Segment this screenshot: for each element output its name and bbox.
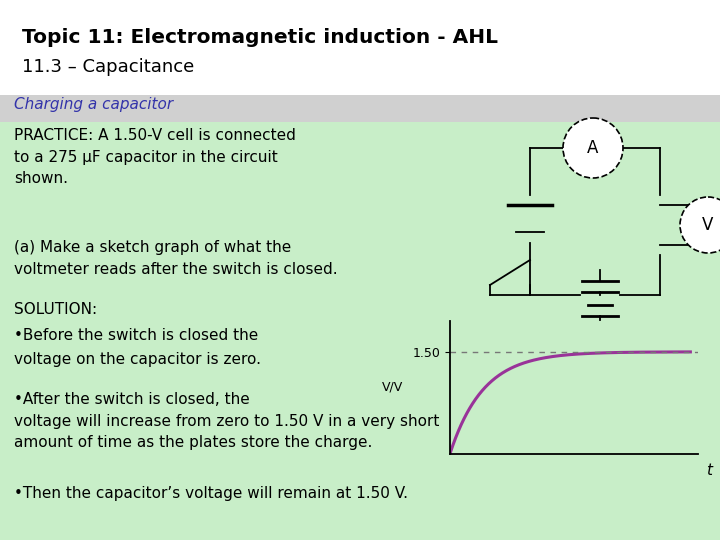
Text: voltage on the capacitor is zero.: voltage on the capacitor is zero.	[14, 352, 261, 367]
Text: $t$: $t$	[706, 462, 715, 478]
Text: (a) Make a sketch graph of what the
voltmeter reads after the switch is closed.: (a) Make a sketch graph of what the volt…	[14, 240, 338, 276]
Text: •Before the switch is closed the: •Before the switch is closed the	[14, 328, 258, 343]
Bar	[0, 95, 720, 540]
Text: Topic 11: Electromagnetic induction - AHL: Topic 11: Electromagnetic induction - AH…	[22, 28, 498, 47]
Text: •Then the capacitor’s voltage will remain at 1.50 V.: •Then the capacitor’s voltage will remai…	[14, 486, 408, 501]
Text: PRACTICE: A 1.50-V cell is connected
to a 275 μF capacitor in the circuit
shown.: PRACTICE: A 1.50-V cell is connected to …	[14, 128, 296, 186]
Text: SOLUTION:: SOLUTION:	[14, 302, 97, 317]
Circle shape	[563, 118, 623, 178]
Text: A: A	[588, 139, 599, 157]
Circle shape	[680, 197, 720, 253]
Text: Charging a capacitor: Charging a capacitor	[14, 97, 173, 112]
Text: •After the switch is closed, the
voltage will increase from zero to 1.50 V in a : •After the switch is closed, the voltage…	[14, 392, 439, 450]
Bar	[0, 95, 720, 122]
Text: V: V	[702, 216, 714, 234]
Y-axis label: V/V: V/V	[382, 381, 404, 394]
Text: 11.3 – Capacitance: 11.3 – Capacitance	[22, 58, 194, 76]
